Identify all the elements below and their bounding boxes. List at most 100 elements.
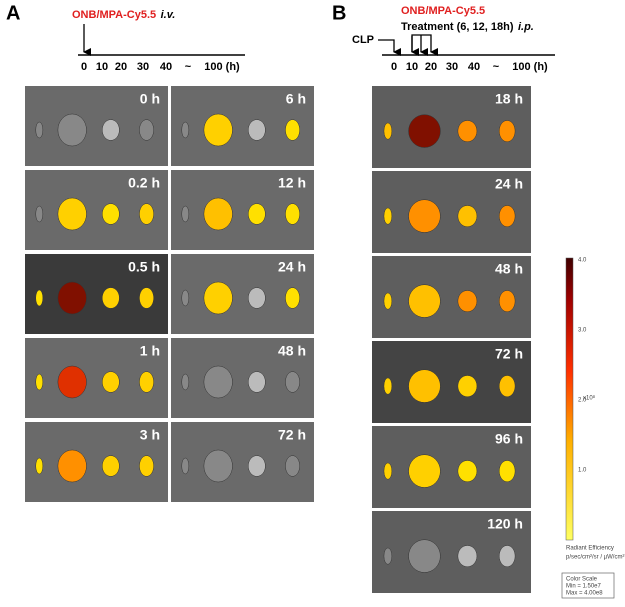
- organ: [35, 121, 44, 139]
- time-label: 0.5 h: [128, 259, 160, 275]
- organ: [383, 292, 393, 310]
- treatment-label: Treatment (6, 12, 18h) i.p.: [401, 18, 534, 35]
- organ: [139, 287, 154, 309]
- organ: [408, 454, 441, 488]
- time-label: 0 h: [140, 91, 160, 107]
- timeline-tick: 30: [137, 61, 149, 73]
- organ: [408, 369, 441, 403]
- timeline-tick: 10: [96, 61, 108, 73]
- organ: [457, 460, 478, 483]
- organ: [35, 373, 44, 391]
- timeline-tick: 10: [406, 61, 418, 73]
- organ: [285, 203, 300, 225]
- organ: [285, 287, 300, 309]
- time-label: 3 h: [140, 427, 160, 443]
- organ: [57, 197, 87, 231]
- color-bar: [565, 257, 574, 541]
- organ: [285, 371, 300, 393]
- organ: [457, 205, 478, 228]
- organ: [457, 375, 478, 398]
- time-label: 1 h: [140, 343, 160, 359]
- organ: [203, 281, 233, 315]
- organ: [57, 449, 87, 483]
- scale-box: [561, 572, 615, 599]
- organ: [57, 113, 87, 147]
- scale-max: Max = 4.00e8: [566, 591, 603, 597]
- organ: [139, 119, 154, 141]
- organ: [247, 203, 266, 225]
- organ: [408, 284, 441, 318]
- timeline-tick: 40: [160, 61, 172, 73]
- organ: [35, 457, 44, 475]
- organ: [139, 371, 154, 393]
- time-label: 72 h: [278, 427, 306, 443]
- panel-label: A: [6, 2, 20, 24]
- timeline-tick: 20: [115, 61, 127, 73]
- organ: [247, 287, 266, 309]
- unit-title: Radiant Efficiency: [566, 546, 614, 552]
- timeline-tick: 0: [391, 61, 397, 73]
- unit: p/sec/cm²/sr / µW/cm²: [566, 555, 624, 561]
- time-label: 12 h: [278, 175, 306, 191]
- time-label: 24 h: [278, 259, 306, 275]
- organ: [57, 281, 87, 315]
- color-bar-tick: 2.0: [578, 398, 587, 404]
- organ: [247, 455, 266, 477]
- color-bar-tick: 1.0: [578, 468, 587, 474]
- organ: [285, 455, 300, 477]
- organ: [203, 365, 233, 399]
- organ: [383, 462, 393, 480]
- organ: [498, 120, 516, 143]
- time-label: 0.2 h: [128, 175, 160, 191]
- time-label: 6 h: [286, 91, 306, 107]
- timeline-tick: ~: [185, 61, 192, 73]
- organ: [383, 547, 393, 565]
- organ: [383, 122, 393, 140]
- timeline-tick: 30: [446, 61, 458, 73]
- timeline-tick: 20: [425, 61, 437, 73]
- arrow: [378, 39, 401, 56]
- organ: [203, 113, 233, 147]
- timeline-tick: ~: [493, 61, 500, 73]
- time-label: 24 h: [495, 176, 523, 192]
- panel-label: B: [332, 2, 346, 24]
- organ: [408, 539, 441, 573]
- organ: [383, 207, 393, 225]
- organ: [285, 119, 300, 141]
- organ: [57, 365, 87, 399]
- organ: [498, 545, 516, 568]
- organ: [35, 289, 44, 307]
- organ: [247, 119, 266, 141]
- time-label: 72 h: [495, 346, 523, 362]
- organ: [181, 373, 190, 391]
- organ: [498, 460, 516, 483]
- timeline-tick: 0: [81, 61, 87, 73]
- organ: [181, 121, 190, 139]
- organ: [457, 120, 478, 143]
- timeline-tick: 100 (h): [204, 61, 240, 73]
- organ: [383, 377, 393, 395]
- organ: [247, 371, 266, 393]
- probe-label: ONB/MPA-Cy5.5 i.v.: [72, 6, 175, 23]
- organ: [139, 203, 154, 225]
- organ: [203, 197, 233, 231]
- organ: [408, 199, 441, 233]
- organ: [139, 455, 154, 477]
- time-label: 48 h: [495, 261, 523, 277]
- probe-label: ONB/MPA-Cy5.5: [401, 5, 485, 17]
- color-bar-tick: 3.0: [578, 328, 587, 334]
- multiplier: x10⁸: [583, 395, 596, 402]
- organ: [101, 203, 120, 225]
- time-label: 48 h: [278, 343, 306, 359]
- time-label: 18 h: [495, 91, 523, 107]
- organ: [498, 205, 516, 228]
- organ: [181, 205, 190, 223]
- organ: [101, 119, 120, 141]
- organ: [408, 114, 441, 148]
- organ: [101, 455, 120, 477]
- organ: [457, 290, 478, 313]
- scale-min: Min = 1.50e7: [566, 584, 602, 590]
- organ: [35, 205, 44, 223]
- time-label: 120 h: [487, 516, 523, 532]
